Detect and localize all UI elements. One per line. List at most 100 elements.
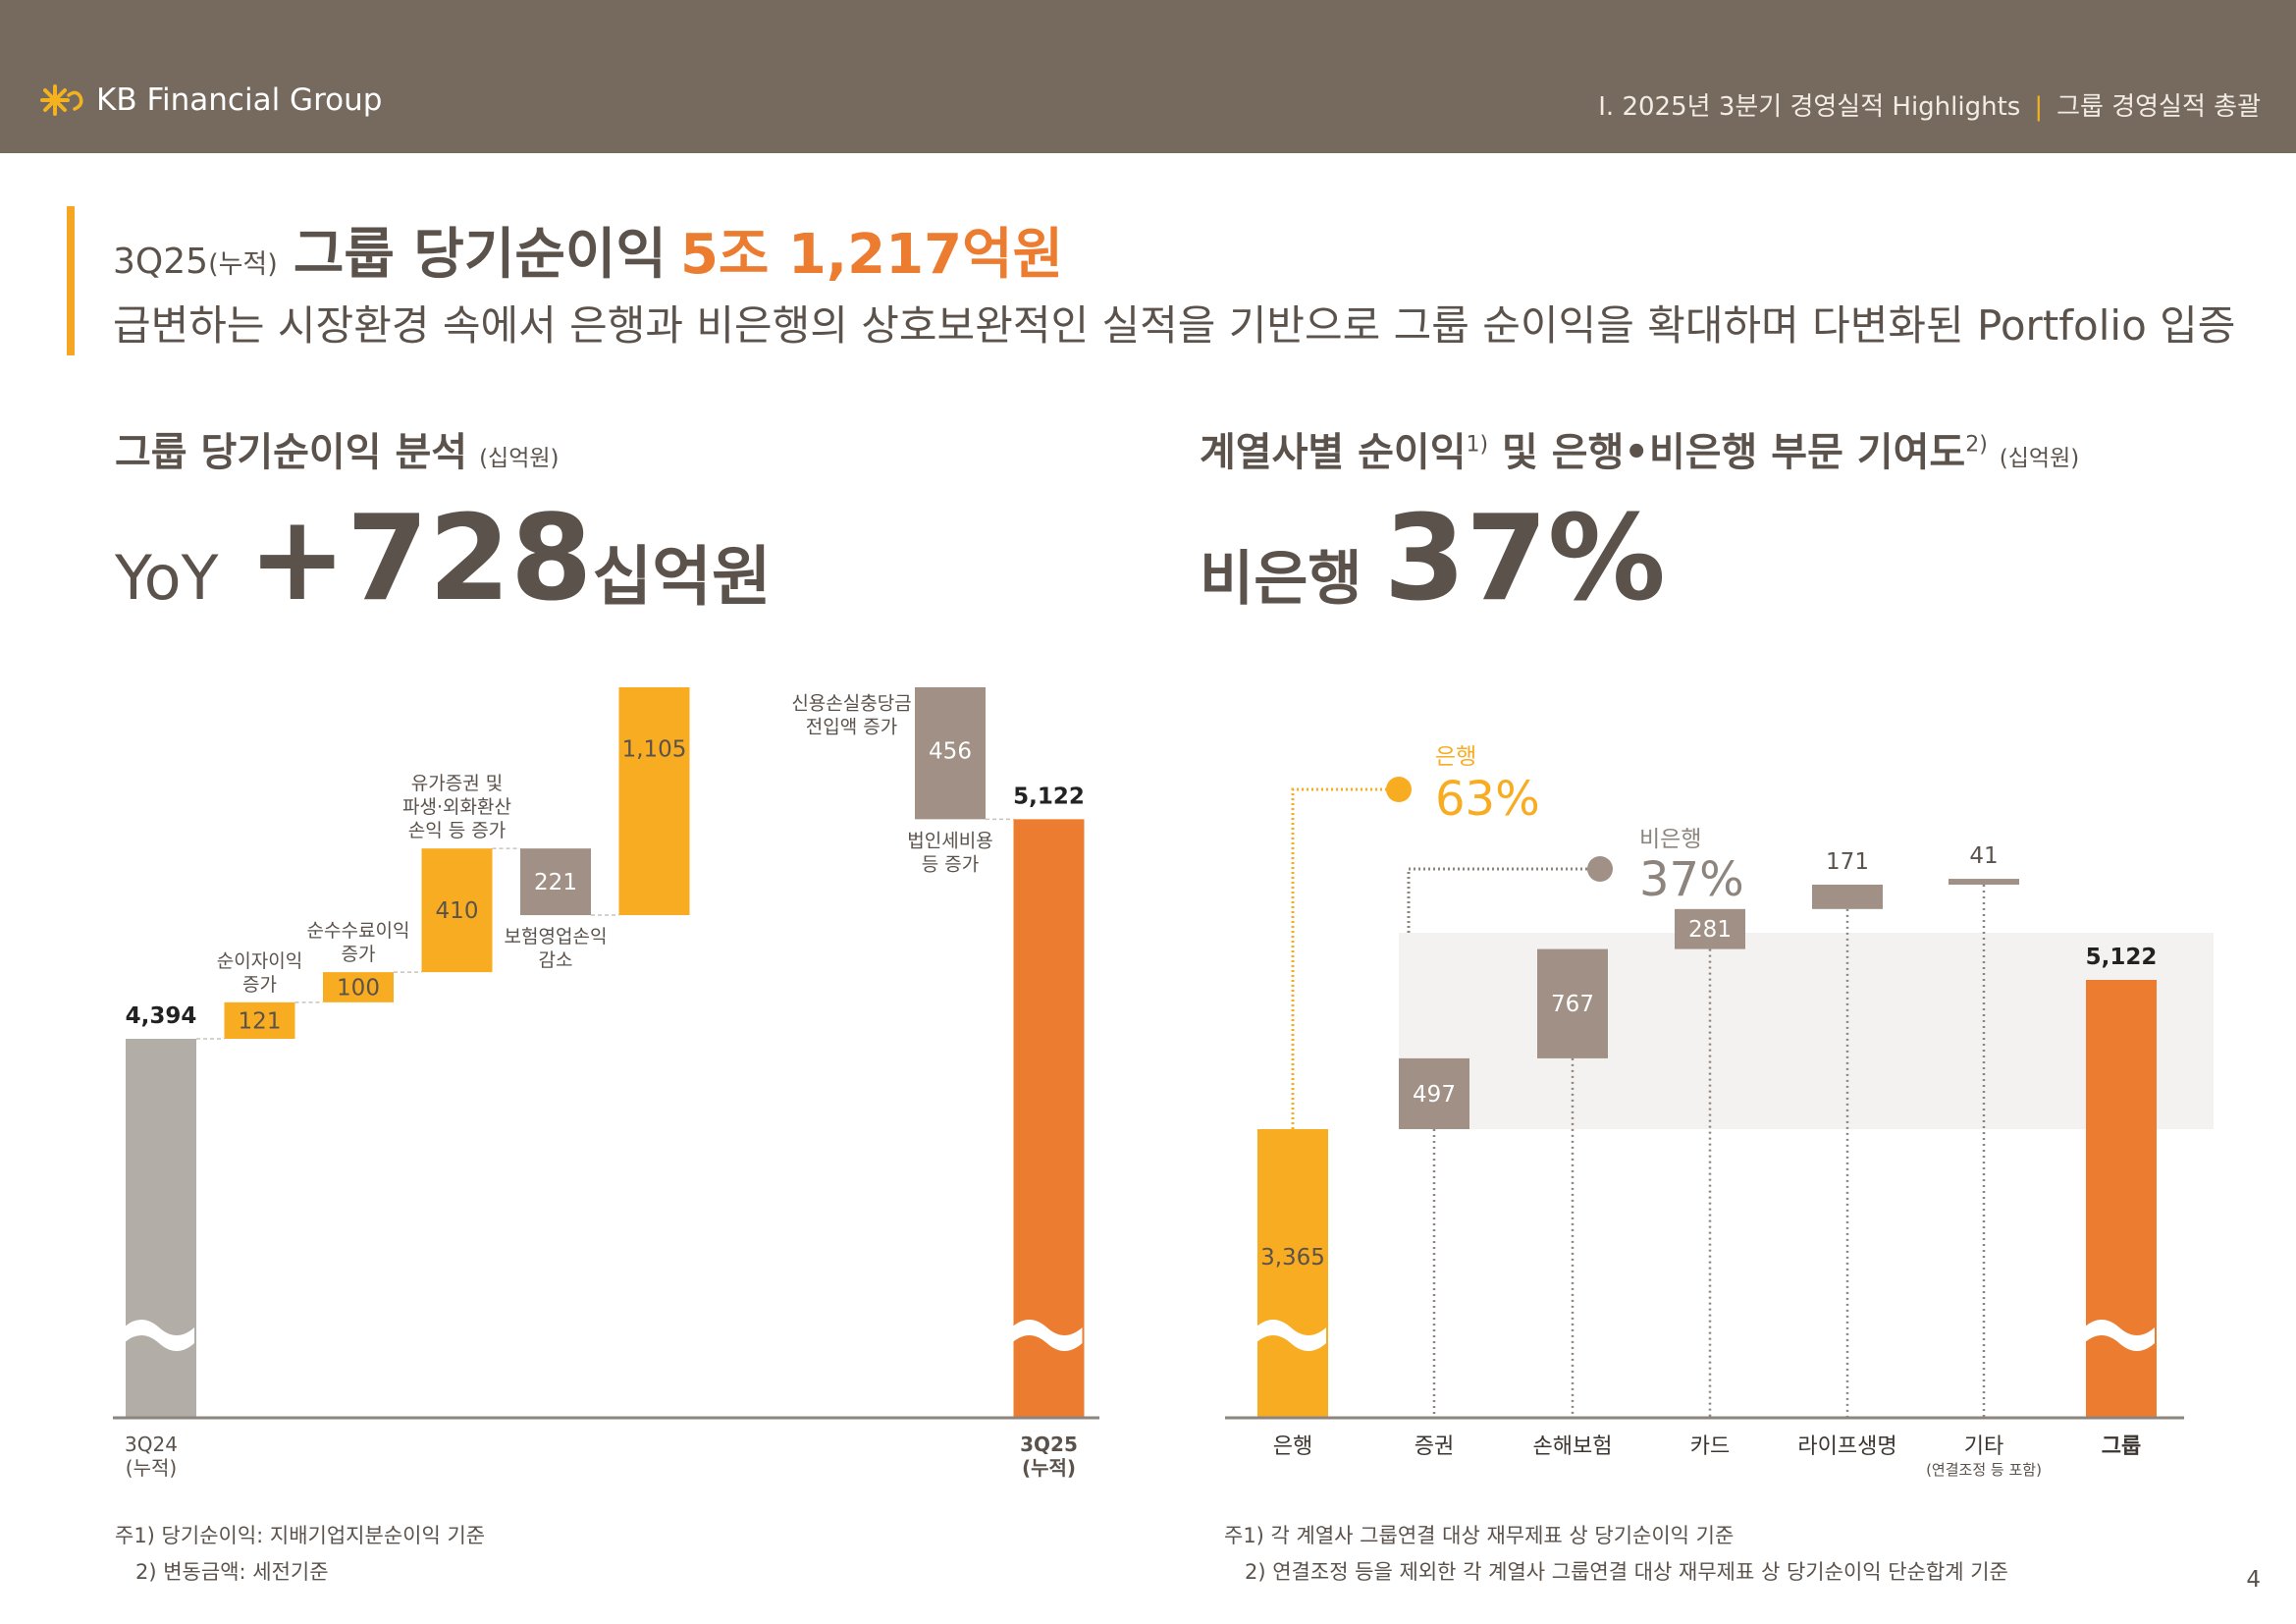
step-category-label: 순이자이익: [217, 950, 302, 972]
axis-break-mark: [2084, 1320, 2155, 1351]
step-category-label: 법인세비용: [907, 830, 992, 851]
axis-label-3q25: 3Q25: [1020, 1433, 1078, 1456]
bar-value-은행: 3,365: [1260, 1245, 1325, 1271]
bar-value-손해보험: 767: [1551, 992, 1594, 1017]
bank-share-leader: [1291, 787, 1394, 1129]
bar-value-증권: 497: [1413, 1082, 1456, 1108]
headline-amount: 5조 1,217억원: [679, 223, 1064, 287]
left-kpi: YoY +728십억원: [115, 491, 772, 627]
left-kpi-unit: 십억원: [592, 539, 772, 615]
right-panel-footnote-mark-1: 1): [1466, 432, 1489, 458]
page-number: 4: [2246, 1567, 2261, 1593]
kb-logo[interactable]: KB Financial Group: [39, 79, 382, 122]
category-label-증권: 증권: [1415, 1435, 1454, 1459]
right-panel-title-text: 계열사별 순이익: [1200, 430, 1467, 475]
right-panel-unit: (십억원): [1999, 446, 2080, 471]
axis-label-3q25-note: (누적): [1022, 1456, 1076, 1480]
nonbank-band: [1399, 933, 2214, 1129]
bar-step-5: [618, 687, 690, 916]
headline-accent-bar: [67, 206, 75, 355]
bar-value-step-5: 1,105: [622, 736, 687, 762]
bar-카드: [1675, 908, 1745, 949]
right-panel-footnote-mark-2: 2): [1965, 432, 1988, 458]
step-category-label: 유가증권 및: [411, 773, 503, 794]
left-note-1: 주1) 당기순이익: 지배기업지분순이익 기준: [115, 1524, 486, 1547]
nonbank-share-dot: [1587, 856, 1613, 882]
step-category-label: 신용손실충당금: [791, 692, 911, 714]
bank-share-dot: [1386, 777, 1412, 802]
bar-value-step-2: 100: [337, 975, 380, 1001]
axis-label-3q24-note: (누적): [126, 1456, 177, 1480]
headline: 3Q25(누적) 그룹 당기순이익 5조 1,217억원: [113, 210, 1063, 290]
category-label-라이프생명: 라이프생명: [1797, 1435, 1896, 1459]
bar-step-4: [520, 848, 591, 916]
step-category-label: 감소: [539, 949, 573, 971]
bar-step-2: [323, 972, 394, 1002]
left-note-2: 2) 변동금액: 세전기준: [135, 1560, 329, 1584]
right-kpi-value: 37%: [1383, 491, 1666, 627]
bank-share-value: 63%: [1435, 772, 1540, 827]
bar-value-그룹: 5,122: [2086, 945, 2158, 970]
category-label-손해보험: 손해보험: [1533, 1435, 1613, 1459]
axis-label-3q24: 3Q24: [125, 1433, 178, 1456]
left-panel-title: 그룹 당기순이익 분석 (십억원): [115, 420, 560, 477]
headline-period: 3Q25: [113, 242, 209, 282]
step-category-label: 손익 등 증가: [408, 820, 506, 841]
bar-그룹: [2086, 980, 2157, 1418]
bar-value-step-8: 456: [929, 738, 972, 764]
right-note-2: 2) 연결조정 등을 제외한 각 계열사 그룹연결 대상 재무제표 상 당기순이…: [1245, 1560, 2008, 1584]
bar-손해보험: [1537, 948, 1608, 1058]
category-label-그룹: 그룹: [2102, 1435, 2141, 1459]
nonbank-share-label: 비은행: [1639, 827, 1701, 852]
step-category-label: 파생·외화환산: [402, 796, 511, 818]
category-label-카드: 카드: [1690, 1435, 1730, 1459]
headline-subtitle: 급변하는 시장환경 속에서 은행과 비은행의 상호보완적인 실적을 기반으로 그…: [113, 301, 2236, 350]
axis-break-mark: [1255, 1320, 1326, 1351]
bar-value-카드: 281: [1688, 917, 1732, 943]
bar-value-기타: 41: [1969, 843, 1998, 869]
bar-step-1: [224, 1001, 295, 1039]
bar-value-step-1: 121: [239, 1008, 282, 1034]
brand-name: KB Financial Group: [96, 82, 383, 118]
step-category-label: 증가: [342, 944, 376, 965]
bar-value-라이프생명: 171: [1826, 849, 1869, 875]
header-bar: [0, 0, 2296, 153]
axis-break-mark: [1011, 1320, 1083, 1351]
left-panel-title-text: 그룹 당기순이익 분석: [115, 430, 468, 475]
bar-value-step-3: 410: [436, 898, 479, 924]
right-panel-title: 계열사별 순이익1) 및 은행•비은행 부문 기여도2) (십억원): [1200, 420, 2079, 477]
step-category-label: 보험영업손익: [505, 926, 608, 947]
step-category-label: 등 증가: [922, 853, 979, 875]
right-panel-title-mid: 및 은행•비은행 부문 기여도: [1488, 430, 1966, 475]
left-kpi-label: YoY: [115, 542, 219, 614]
breadcrumb-section: Ⅰ. 2025년 3분기 경영실적 Highlights: [1598, 92, 2021, 122]
bar-라이프생명: [1812, 885, 1883, 909]
bank-share-label: 은행: [1435, 744, 1476, 770]
left-panel-unit: (십억원): [479, 446, 560, 471]
right-note-1: 주1) 각 계열사 그룹연결 대상 재무제표 상 당기순이익 기준: [1224, 1524, 1735, 1547]
breadcrumb-separator: |: [2034, 92, 2044, 122]
category-label-기타: 기타: [1964, 1435, 2003, 1459]
left-kpi-value: +728: [247, 491, 593, 627]
category-label-은행: 은행: [1273, 1435, 1312, 1459]
step-category-label: 전입액 증가: [806, 716, 897, 737]
right-kpi-label: 비은행: [1200, 545, 1362, 614]
bar-step-3: [421, 848, 493, 973]
category-note-기타: (연결조정 등 포함): [1926, 1461, 2042, 1479]
headline-period-note: (누적): [208, 249, 278, 280]
step-category-label: 순수수료이익: [307, 920, 410, 942]
bar-end-3q25: [1013, 819, 1085, 1418]
bar-step-8: [915, 687, 986, 820]
nonbank-share-leader: [1407, 867, 1598, 933]
headline-title: 그룹 당기순이익: [293, 223, 667, 287]
axis-break-mark: [124, 1320, 194, 1351]
nonbank-share-value: 37%: [1639, 852, 1744, 907]
bar-start-3q24: [126, 1039, 196, 1418]
bar-label-end: 5,122: [1013, 784, 1085, 809]
breadcrumb-subsection: 그룹 경영실적 총괄: [2056, 92, 2261, 122]
bar-value-step-4: 221: [534, 870, 577, 895]
bar-label-start: 4,394: [126, 1003, 197, 1029]
bar-증권: [1399, 1057, 1469, 1129]
